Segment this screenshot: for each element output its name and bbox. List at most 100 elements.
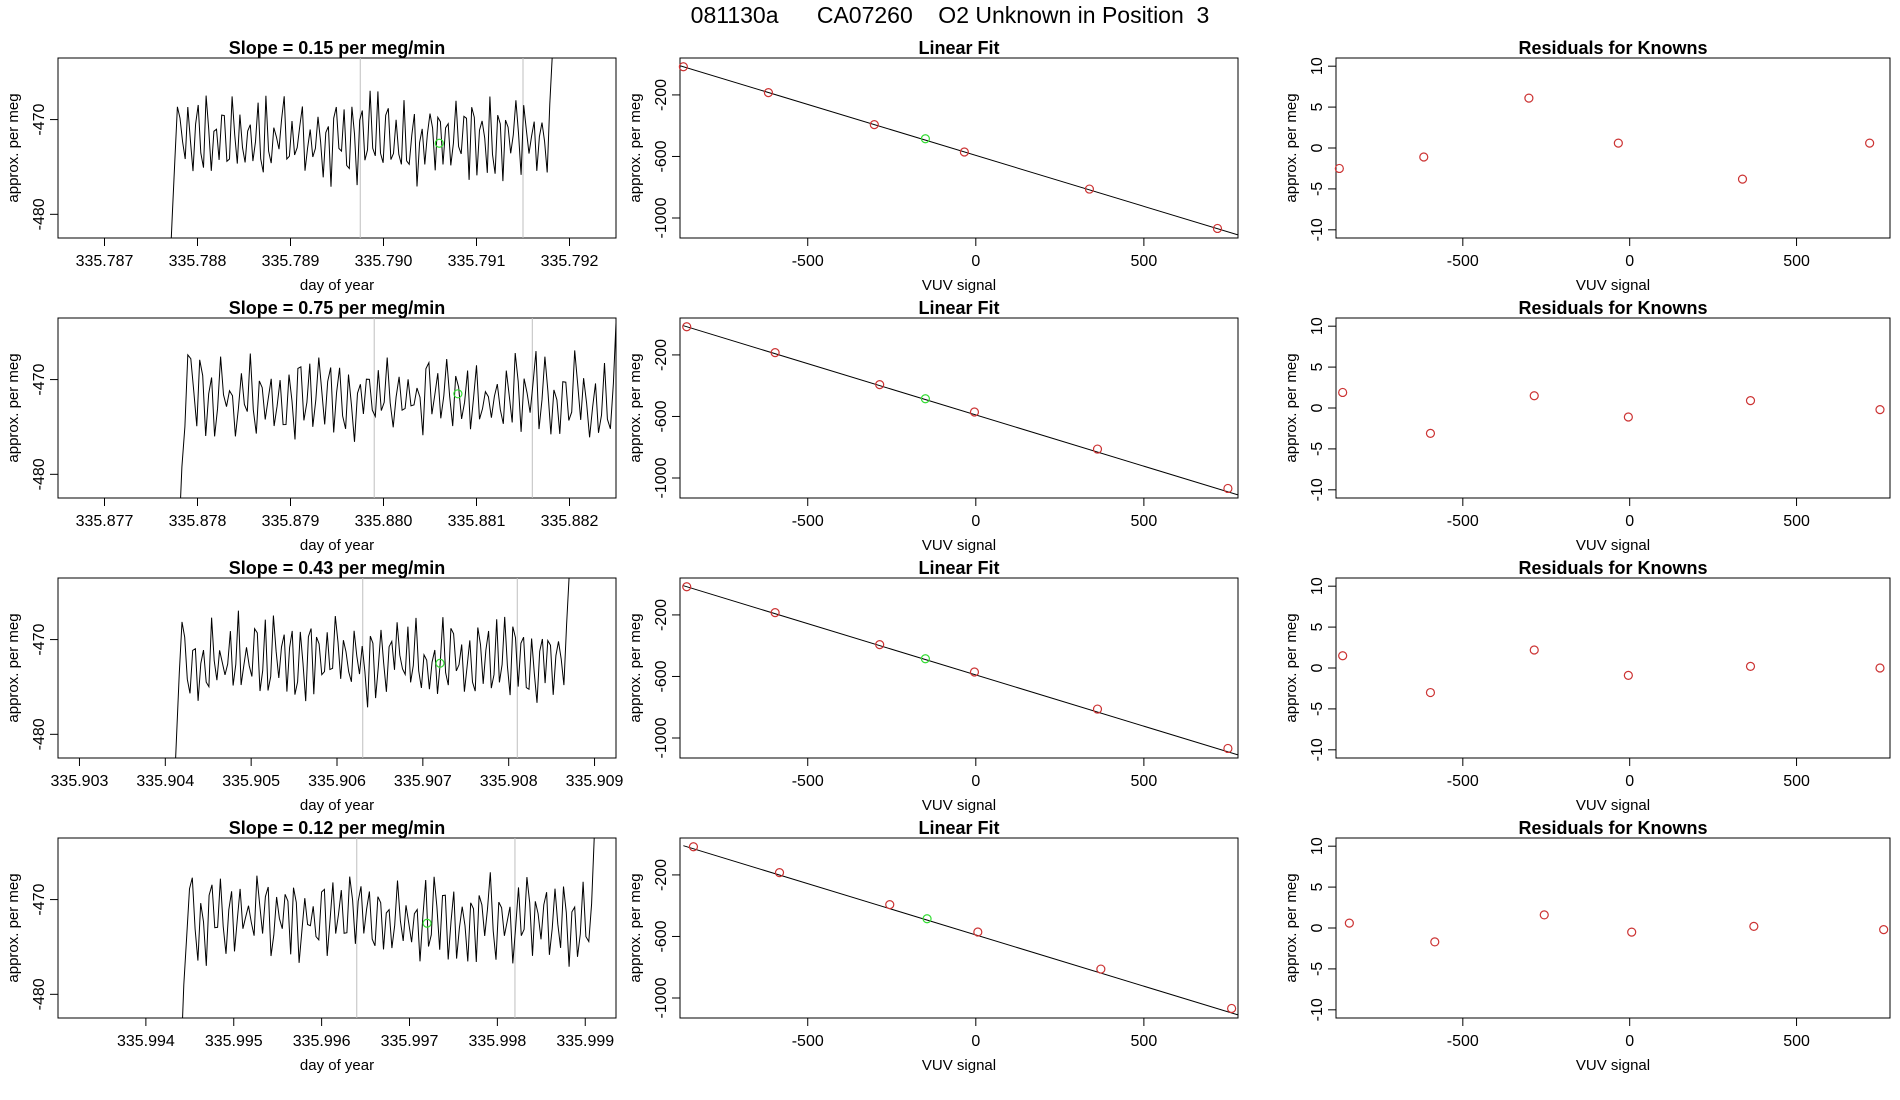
x-tick-label: 0 bbox=[971, 513, 980, 530]
chart-title: Slope = 0.12 per meg/min bbox=[229, 818, 446, 838]
y-tick-label: 0 bbox=[1309, 403, 1326, 412]
plot-frame bbox=[1335, 837, 1891, 1019]
x-tick-label: 335.909 bbox=[566, 773, 624, 790]
fit-line bbox=[683, 585, 1238, 756]
chart-panel-1: Slope = 0.15 per meg/min day of year appro… bbox=[5, 38, 617, 294]
residual-point bbox=[1524, 93, 1534, 103]
x-tick-label: 335.907 bbox=[394, 773, 452, 790]
chart-title: Linear Fit bbox=[918, 558, 999, 578]
residual-point bbox=[1623, 670, 1633, 680]
plot-frame bbox=[679, 57, 1239, 239]
unknown-point bbox=[920, 394, 930, 404]
x-tick-label: 335.904 bbox=[136, 773, 194, 790]
plot-frame bbox=[57, 57, 617, 239]
known-point bbox=[678, 62, 688, 72]
y-tick-label: -5 bbox=[1309, 182, 1326, 196]
x-tick-label: -500 bbox=[1447, 773, 1479, 790]
known-point bbox=[959, 147, 969, 157]
x-tick-label: -500 bbox=[792, 1033, 824, 1050]
y-axis-label: approx. per meg bbox=[627, 873, 644, 982]
x-tick-label: 500 bbox=[1131, 1033, 1158, 1050]
x-tick-label: 335.879 bbox=[262, 513, 320, 530]
x-tick-label: 335.790 bbox=[355, 253, 413, 270]
y-tick-label: 5 bbox=[1309, 103, 1326, 112]
x-axis-label: day of year bbox=[300, 277, 374, 294]
known-point bbox=[885, 900, 895, 910]
x-axis-label: day of year bbox=[300, 797, 374, 814]
x-tick-label: 335.789 bbox=[262, 253, 320, 270]
known-point bbox=[682, 582, 692, 592]
known-point bbox=[1227, 1003, 1237, 1014]
residual-point bbox=[1737, 174, 1748, 184]
unknown-point bbox=[453, 389, 463, 399]
residual-point bbox=[1338, 651, 1348, 661]
known-point bbox=[869, 120, 879, 130]
chart-title: Linear Fit bbox=[918, 298, 999, 318]
x-axis-label: day of year bbox=[300, 1057, 374, 1074]
chart-panel-3: Residuals for Knowns VUV signal approx. pe… bbox=[1283, 38, 1891, 294]
y-tick-label: -200 bbox=[653, 79, 670, 111]
y-tick-label: -470 bbox=[31, 103, 48, 135]
y-tick-label: -480 bbox=[31, 978, 48, 1010]
plot-frame bbox=[57, 837, 617, 1019]
x-tick-label: 335.999 bbox=[556, 1033, 614, 1050]
known-point bbox=[1084, 184, 1095, 194]
plot-frame bbox=[1335, 317, 1891, 499]
x-tick-label: 335.878 bbox=[169, 513, 227, 530]
x-tick-label: 335.788 bbox=[169, 253, 227, 270]
fit-line bbox=[683, 325, 1238, 496]
x-axis-label: VUV signal bbox=[1576, 797, 1650, 814]
y-tick-label: -10 bbox=[1309, 998, 1326, 1021]
y-tick-label: -10 bbox=[1309, 478, 1326, 501]
x-tick-label: 0 bbox=[971, 773, 980, 790]
y-tick-label: -600 bbox=[653, 660, 670, 692]
residual-point bbox=[1338, 387, 1348, 398]
chart-panel-10: Slope = 0.12 per meg/min day of year appro… bbox=[5, 818, 617, 1074]
x-tick-label: 500 bbox=[1783, 1033, 1810, 1050]
x-tick-label: 335.880 bbox=[355, 513, 413, 530]
x-tick-label: -500 bbox=[1447, 513, 1479, 530]
x-tick-label: 500 bbox=[1783, 253, 1810, 270]
chart-title: Residuals for Knowns bbox=[1518, 298, 1707, 318]
y-tick-label: -200 bbox=[653, 599, 670, 631]
y-axis-label: approx. per meg bbox=[627, 613, 644, 722]
y-tick-label: -480 bbox=[31, 198, 48, 230]
chart-panel-7: Slope = 0.43 per meg/min day of year appro… bbox=[5, 558, 624, 814]
x-tick-label: 335.906 bbox=[308, 773, 366, 790]
y-tick-label: 0 bbox=[1309, 663, 1326, 672]
page-title: 081130a CA07260 O2 Unknown in Position 3 bbox=[690, 2, 1210, 28]
x-tick-label: 335.881 bbox=[448, 513, 506, 530]
known-point bbox=[1096, 964, 1106, 974]
y-tick-label: 10 bbox=[1309, 837, 1326, 855]
plot-frame bbox=[679, 837, 1239, 1019]
y-tick-label: -470 bbox=[31, 363, 48, 395]
x-axis-label: VUV signal bbox=[922, 537, 996, 554]
known-point bbox=[763, 88, 774, 98]
residual-point bbox=[1623, 412, 1633, 422]
chart-panel-4: Slope = 0.75 per meg/min day of year appro… bbox=[5, 298, 617, 554]
residual-point bbox=[1529, 645, 1539, 655]
plot-frame bbox=[1335, 57, 1891, 239]
y-tick-label: -200 bbox=[653, 859, 670, 891]
chart-title: Residuals for Knowns bbox=[1518, 818, 1707, 838]
chart-panel-2: Linear Fit VUV signal approx. per meg -500 0… bbox=[627, 38, 1239, 294]
y-tick-label: -10 bbox=[1309, 738, 1326, 761]
x-tick-label: 335.792 bbox=[541, 253, 599, 270]
y-axis-label: approx. per meg bbox=[1283, 613, 1300, 722]
y-tick-label: -600 bbox=[653, 140, 670, 172]
x-tick-label: 500 bbox=[1131, 253, 1158, 270]
x-tick-label: 335.997 bbox=[381, 1033, 439, 1050]
chart-title: Slope = 0.15 per meg/min bbox=[229, 38, 446, 58]
x-axis-label: day of year bbox=[300, 537, 374, 554]
x-tick-label: 335.882 bbox=[541, 513, 599, 530]
y-tick-label: -1000 bbox=[653, 457, 670, 498]
x-tick-label: 335.996 bbox=[293, 1033, 351, 1050]
x-tick-label: 335.908 bbox=[480, 773, 538, 790]
y-tick-label: -5 bbox=[1309, 962, 1326, 976]
residual-point bbox=[1865, 138, 1875, 148]
x-tick-label: 335.787 bbox=[76, 253, 134, 270]
y-axis-label: approx. per meg bbox=[627, 93, 644, 202]
y-axis-label: approx. per meg bbox=[5, 613, 22, 722]
